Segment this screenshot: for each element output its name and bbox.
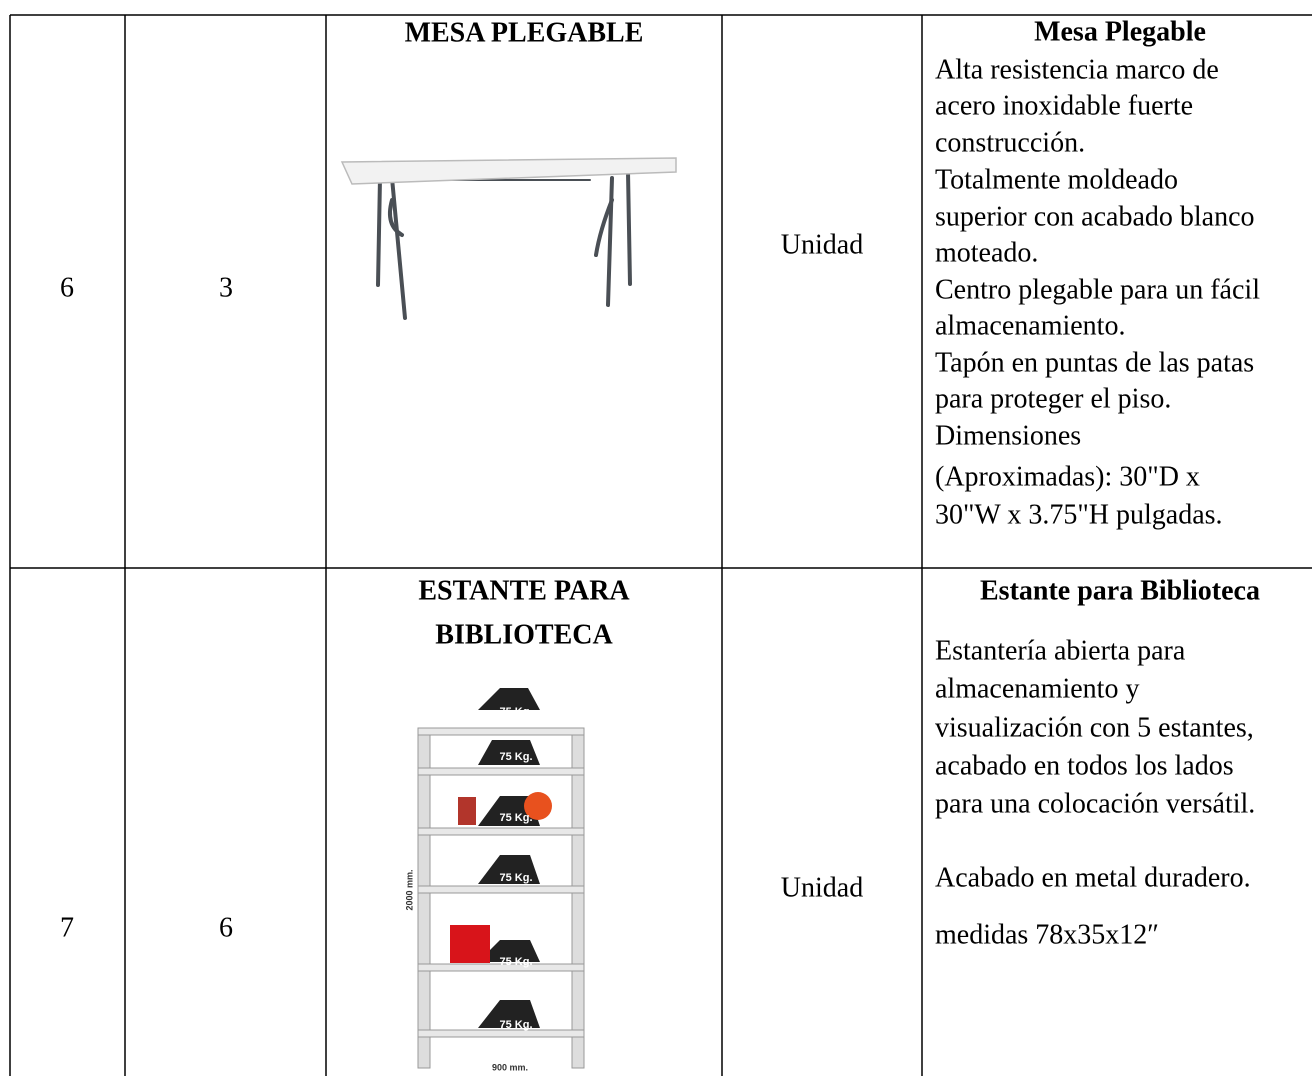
quantity: 3: [219, 272, 233, 303]
description-title: Estante para Biblioteca: [980, 575, 1260, 606]
table-image: [340, 157, 677, 320]
unit: Unidad: [781, 872, 863, 903]
product-name: BIBLIOTECA: [435, 619, 613, 650]
description-line: Alta resistencia marco de: [935, 54, 1219, 85]
description-line: para proteger el piso.: [935, 383, 1171, 414]
description-line: Totalmente moldeado: [935, 164, 1178, 195]
description-line: superior con acabado blanco: [935, 201, 1255, 232]
description-line: acabado en todos los lados: [935, 750, 1234, 781]
quantity: 6: [219, 912, 233, 943]
description-line: Acabado en metal duradero.: [935, 862, 1251, 893]
image-label: 75 Kg.: [499, 751, 532, 763]
description-line: almacenamiento.: [935, 310, 1125, 341]
description-line: Estantería abierta para: [935, 635, 1186, 666]
item-number: 7: [60, 912, 74, 943]
description-title: Mesa Plegable: [1034, 16, 1206, 47]
description-line: acero inoxidable fuerte: [935, 90, 1193, 121]
image-label: 75 Kg.: [499, 872, 532, 884]
description-line: 30"W x 3.75"H pulgadas.: [935, 499, 1223, 530]
description-line: Tapón en puntas de las patas: [935, 347, 1254, 378]
image-label: 75 Kg.: [499, 706, 532, 718]
product-name: MESA PLEGABLE: [405, 17, 644, 48]
description-line: para una colocación versátil.: [935, 788, 1255, 819]
description-line: moteado.: [935, 237, 1038, 268]
image-label: 900 mm.: [492, 1062, 528, 1072]
description-line: medidas 78x35x12″: [935, 919, 1159, 950]
product-name: ESTANTE PARA: [418, 575, 630, 606]
description-line: construcción.: [935, 127, 1085, 158]
image-label: 75 Kg.: [499, 956, 532, 968]
image-label: 2000 mm.: [404, 869, 414, 910]
shelf-image: [417, 688, 585, 1069]
description-line: Dimensiones: [935, 420, 1081, 451]
description-line: Centro plegable para un fácil: [935, 274, 1260, 305]
unit: Unidad: [781, 229, 863, 260]
description-line: (Aproximadas): 30"D x: [935, 461, 1200, 492]
item-number: 6: [60, 272, 74, 303]
description-line: almacenamiento y: [935, 673, 1139, 704]
image-label: 75 Kg.: [499, 1019, 532, 1031]
table-grid: [9, 14, 1312, 1076]
image-label: 75 Kg.: [499, 812, 532, 824]
description-line: visualización con 5 estantes,: [935, 712, 1254, 743]
